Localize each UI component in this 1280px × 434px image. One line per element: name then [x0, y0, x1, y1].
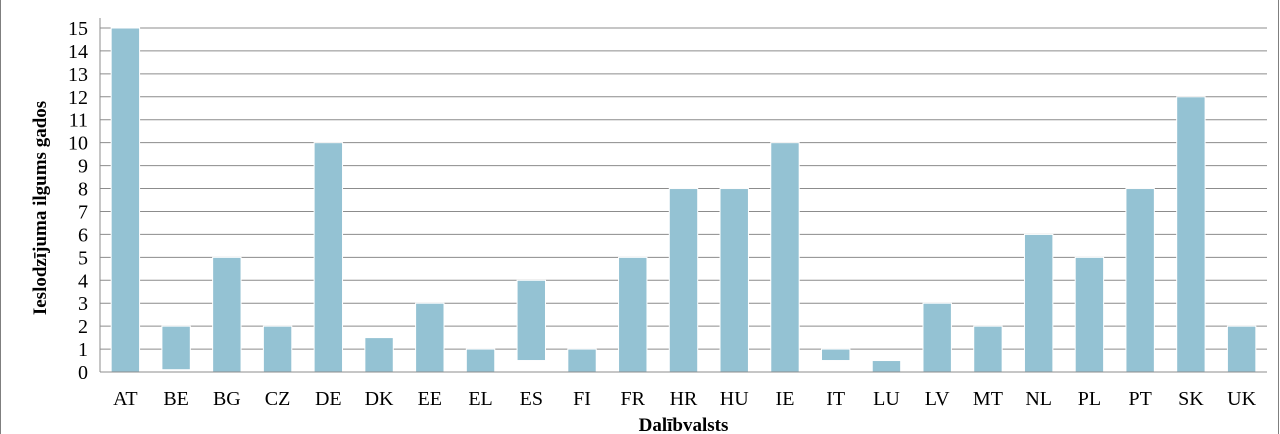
bar-pt	[1125, 188, 1155, 373]
y-tick-label: 7	[78, 201, 88, 223]
bar-uk	[1226, 325, 1257, 373]
x-tick-label: BE	[163, 388, 189, 410]
bar-lv	[922, 302, 952, 373]
y-tick-label: 6	[78, 224, 88, 246]
bar-bg	[212, 256, 242, 373]
y-tick-label: 12	[68, 87, 88, 109]
x-tick-label: LV	[925, 388, 950, 410]
x-tick-label: HU	[720, 388, 749, 410]
bar-nl	[1023, 233, 1054, 373]
x-tick-label: AT	[113, 388, 137, 410]
x-tick-label: NL	[1025, 388, 1052, 410]
x-tick-label: EE	[418, 388, 442, 410]
bar-pl	[1074, 256, 1105, 373]
y-axis-title: Ieslodzījuma ilgums gados	[30, 101, 51, 315]
y-tick-label: 15	[68, 18, 88, 40]
bar-ie	[770, 142, 800, 373]
y-tick-label: 11	[69, 110, 88, 132]
x-tick-label: CZ	[265, 388, 291, 410]
x-tick-label: UK	[1227, 388, 1256, 410]
bar-lu	[871, 360, 902, 373]
x-tick-label: PT	[1128, 388, 1151, 410]
x-tick-label: ES	[520, 388, 543, 410]
x-tick-label: IT	[826, 388, 845, 410]
y-tick-label: 5	[78, 247, 88, 269]
x-tick-label: FI	[573, 388, 591, 410]
bar-mt	[973, 325, 1003, 373]
y-tick-label: 1	[78, 339, 88, 361]
x-tick-label: LU	[873, 388, 900, 410]
bar-de	[313, 142, 344, 373]
bar-ee	[415, 302, 445, 373]
y-tick-label: 14	[68, 41, 88, 63]
bar-fr	[618, 256, 648, 373]
x-tick-label: HR	[670, 388, 698, 410]
x-axis-title: Dalībvalsts	[639, 415, 729, 434]
bar-hr	[668, 188, 699, 373]
x-tick-label: DK	[365, 388, 394, 410]
bar-hu	[719, 188, 749, 373]
x-tick-label: DE	[315, 388, 342, 410]
x-tick-label: SK	[1178, 388, 1204, 410]
y-tick-label: 13	[68, 64, 88, 86]
x-tick-label: IE	[776, 388, 795, 410]
y-tick-label: 0	[78, 362, 88, 384]
y-tick-label: 4	[78, 270, 88, 292]
x-tick-label: BG	[213, 388, 241, 410]
bars	[110, 27, 1257, 373]
x-tick-label: MT	[973, 388, 1003, 410]
bar-sk	[1176, 96, 1206, 373]
bar-fi	[567, 348, 597, 373]
y-tick-label: 3	[78, 293, 88, 315]
bar-it	[821, 348, 851, 362]
x-tick-label: EL	[468, 388, 492, 410]
bar-es	[516, 279, 546, 362]
x-tick-labels: AT BE BG CZ DE DK EE EL ES FI FR HR HU IE IT LU LV MT NL PL…	[113, 388, 1256, 410]
bar-dk	[364, 337, 394, 373]
bar-be	[161, 325, 191, 371]
bar-at	[110, 27, 141, 373]
bar-cz	[262, 325, 293, 373]
bar-el	[465, 348, 496, 373]
x-tick-label: FR	[621, 388, 646, 410]
y-tick-label: 10	[68, 133, 88, 155]
y-tick-label: 2	[78, 316, 88, 338]
y-tick-label: 9	[78, 156, 88, 178]
x-tick-label: PL	[1078, 388, 1101, 410]
y-tick-label: 8	[78, 179, 88, 201]
